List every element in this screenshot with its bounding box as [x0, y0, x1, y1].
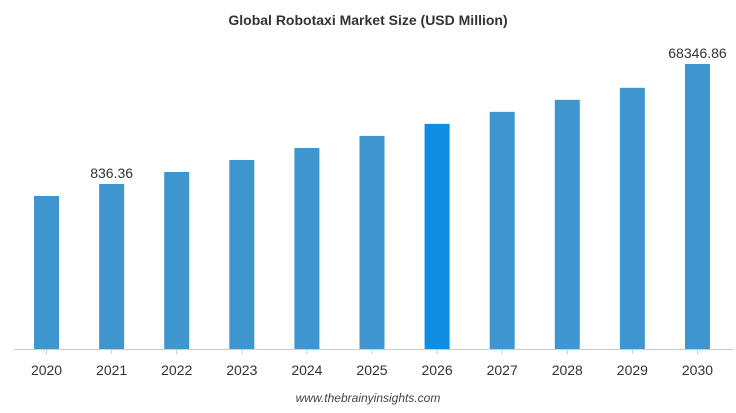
bar-2023	[229, 159, 255, 349]
bar-2029	[619, 87, 645, 349]
x-tick-label-2021: 2021	[96, 362, 127, 378]
x-tick-label-2025: 2025	[356, 362, 387, 378]
chart-title: Global Robotaxi Market Size (USD Million…	[228, 12, 508, 28]
bar-2028	[554, 99, 580, 350]
x-tick-label-2029: 2029	[617, 362, 648, 378]
bar-2026	[424, 123, 450, 349]
data-label-2030: 68346.86	[668, 45, 727, 61]
x-tick-label-2023: 2023	[226, 362, 257, 378]
x-tick-label-2030: 2030	[682, 362, 713, 378]
data-label-2021: 836.36	[90, 165, 133, 181]
bar-2020	[34, 196, 60, 349]
x-tick-label-2022: 2022	[161, 362, 192, 378]
bar-2021	[99, 183, 125, 349]
bar-2030	[684, 64, 710, 349]
bar-2027	[489, 111, 515, 349]
x-tick-label-2026: 2026	[422, 362, 453, 378]
x-tick-label-2020: 2020	[31, 362, 62, 378]
x-tick-label-2027: 2027	[487, 362, 518, 378]
bar-2024	[294, 147, 320, 349]
bar-2022	[164, 171, 190, 349]
x-tick-label-2028: 2028	[552, 362, 583, 378]
x-tick-label-2024: 2024	[291, 362, 322, 378]
source-credit: www.thebrainyinsights.com	[295, 391, 441, 405]
bar-2025	[359, 135, 385, 349]
